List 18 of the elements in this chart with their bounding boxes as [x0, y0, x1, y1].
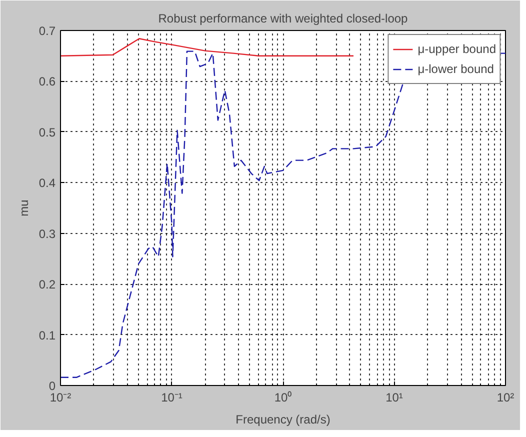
y-tick-label: 0.7	[38, 24, 56, 38]
y-axis-title: mu	[16, 200, 31, 216]
legend-label: μ-upper bound	[418, 42, 496, 56]
y-tick-label: 0.6	[38, 74, 56, 89]
x-tick-label: 10⁻²	[50, 390, 72, 404]
x-axis-title: Frequency (rad/s)	[236, 412, 330, 426]
y-tick-label: 0.3	[38, 226, 56, 241]
y-tick-label: 0.5	[38, 125, 56, 140]
y-tick-label: 0.2	[38, 278, 56, 292]
x-tick-label: 10⁻¹	[161, 390, 182, 404]
y-tick-label: 0	[48, 379, 56, 393]
x-tick-label: 10¹	[386, 390, 403, 404]
chart-title: Robust performance with weighted closed-loop	[158, 12, 408, 26]
x-tick-label: 10⁰	[274, 390, 292, 404]
y-tick-label: 0.1	[38, 328, 56, 342]
x-tick-label: 10²	[496, 390, 514, 404]
y-tick-label: 0.4	[38, 176, 56, 190]
legend-label: μ-lower bound	[418, 62, 494, 76]
